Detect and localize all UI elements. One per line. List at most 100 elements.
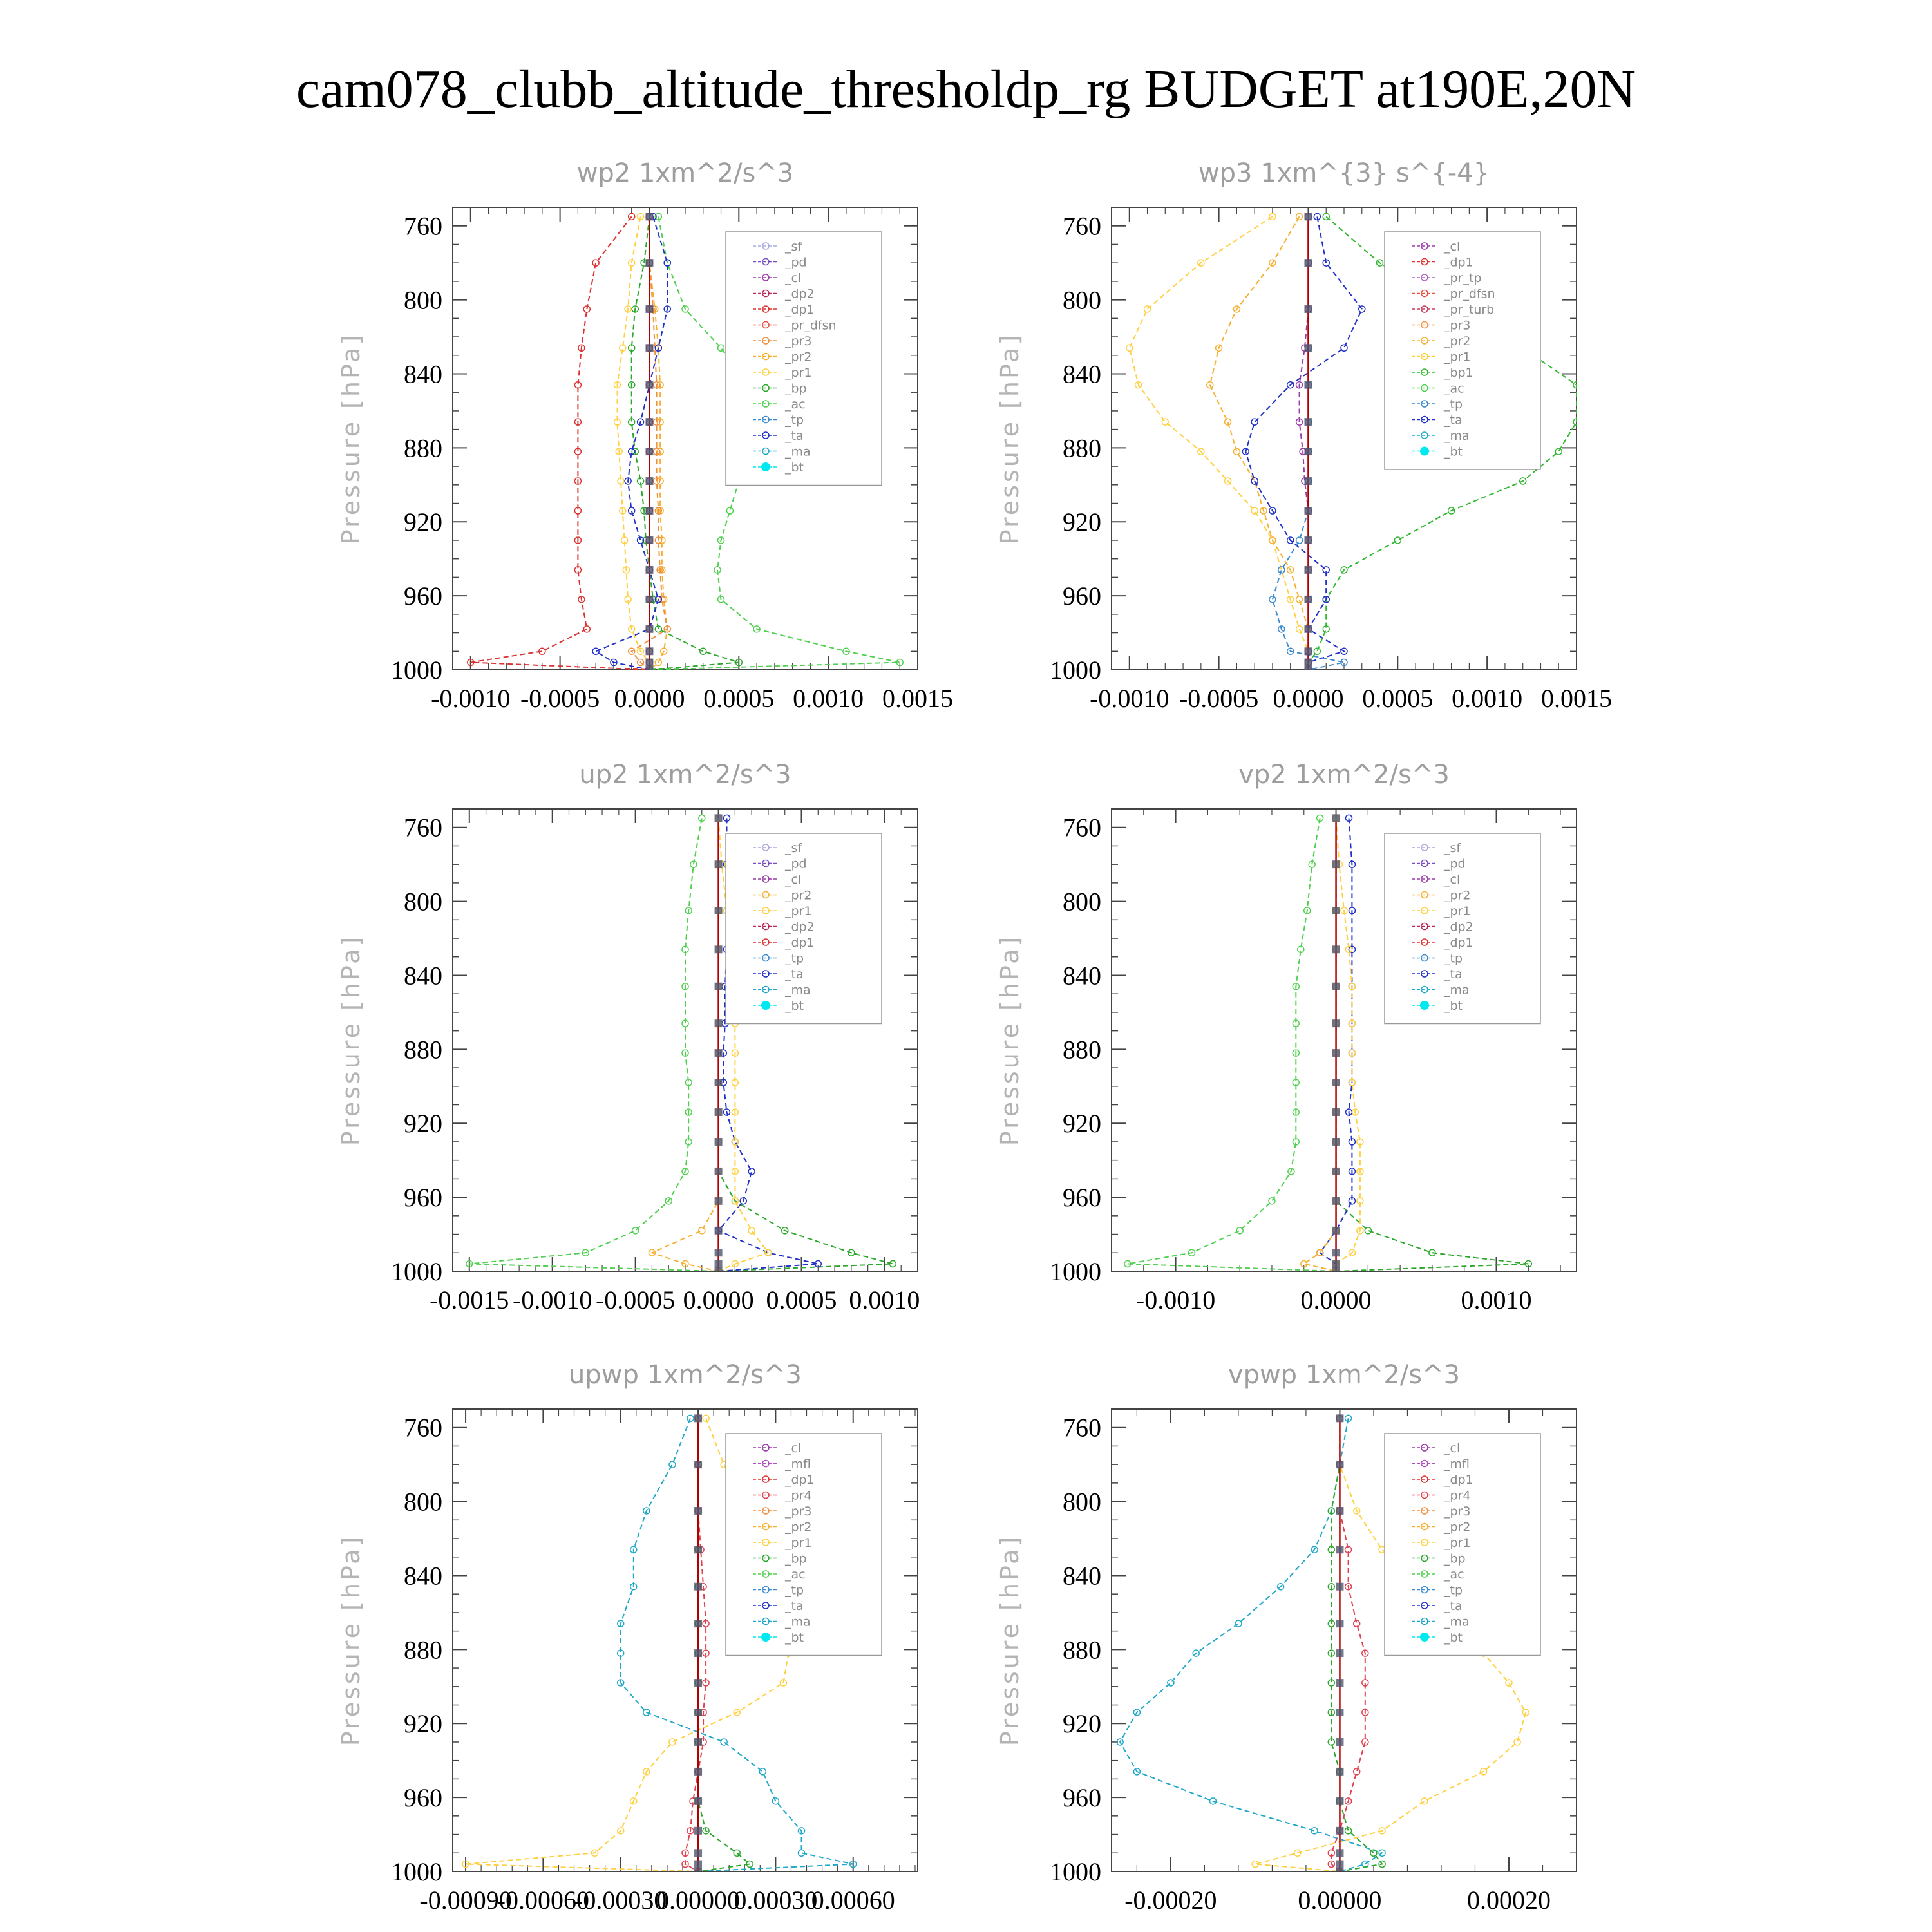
zero-term-marker: [714, 982, 723, 990]
x-tick-label: 0.0010: [1452, 684, 1522, 713]
legend-label-pd: _pd: [784, 256, 807, 270]
zero-term-marker: [1332, 814, 1340, 822]
series-point-dp1: [1292, 982, 1300, 990]
zero-term-marker: [714, 860, 723, 869]
legend-marker: [762, 1617, 770, 1625]
series-point-pr2: [659, 647, 668, 656]
series-point-ta: [1322, 566, 1330, 574]
legend-label-dp1: _dp1: [784, 303, 815, 317]
series-point-dp1: [574, 477, 582, 485]
series-line-bp: [630, 216, 739, 670]
panel-5: vpwp 1xm^2/s^3 Pressure [hPa] 760 800 840 880…: [996, 1360, 1577, 1915]
series-point-tp: [1340, 658, 1348, 667]
series-point-cl: [1295, 418, 1303, 426]
legend-marker: [762, 1554, 770, 1562]
zero-term-marker: [694, 1767, 703, 1776]
y-tick-label: 880: [1063, 1035, 1101, 1064]
legend-label-tp: _tp: [1443, 952, 1463, 966]
series-point-ac: [714, 566, 721, 574]
legend-marker: [762, 1570, 770, 1578]
zero-term-marker: [714, 1049, 723, 1057]
panel-2: up2 1xm^2/s^3 Pressure [hPa] 760 800 840 880 9…: [337, 760, 920, 1314]
series-point-ta: [610, 658, 618, 667]
series-point-pr1: [620, 536, 629, 544]
y-tick-label: 840: [404, 961, 442, 990]
legend-marker: [1421, 431, 1428, 439]
legend-marker: [1420, 1633, 1429, 1642]
legend-marker: [1421, 907, 1428, 914]
series-point-ma: [1378, 1849, 1386, 1857]
legend-marker: [1421, 844, 1428, 851]
zero-term-marker: [714, 1226, 723, 1235]
series-point-pr1: [591, 1849, 599, 1857]
series-point-pr3: [636, 658, 645, 667]
legend-label-bp: _bp: [784, 382, 807, 396]
legend-label-pr2: _pr2: [784, 1520, 811, 1535]
legend-label-dp2: _dp2: [784, 920, 815, 934]
y-tick-label: 920: [1063, 1109, 1101, 1138]
series-point-ac: [717, 596, 725, 603]
panel-title: vpwp 1xm^2/s^3: [1228, 1360, 1460, 1390]
series-point-dp1: [685, 1138, 692, 1146]
series-point-dp1: [685, 1108, 692, 1116]
zero-term-marker: [1304, 595, 1312, 603]
zero-term-marker: [1336, 1414, 1344, 1423]
series-point-pr1: [1356, 1138, 1364, 1146]
y-tick-label: 880: [404, 1635, 442, 1664]
legend-marker: [1421, 400, 1428, 408]
zero-term-marker: [645, 381, 654, 389]
series-point-ta: [1269, 507, 1276, 515]
legend-label-mfl: _mfl: [1443, 1457, 1470, 1472]
series-point-bp: [733, 1849, 741, 1857]
series-point-tp: [1286, 647, 1294, 656]
plot-frame: [452, 1408, 918, 1872]
series-point-ta: [663, 305, 671, 313]
series-point-bp: [746, 1860, 754, 1868]
legend-label-pr_dfsn: _pr_dfsn: [784, 319, 837, 333]
legend-label-ma: _ma: [784, 983, 811, 998]
legend-marker: [762, 431, 770, 439]
zero-term-marker: [1332, 1079, 1340, 1087]
legend-marker: [1421, 415, 1428, 424]
series-point-ta: [636, 418, 645, 426]
series-line-pr1: [1335, 818, 1361, 1271]
panel-1: wp3 1xm^{3} s^{-4} Pressure [hPa] 760 800 84…: [996, 158, 1612, 713]
series-point-pr1: [764, 1249, 772, 1257]
x-tick-label: 0.00060: [811, 1886, 895, 1915]
legend-marker: [761, 1001, 770, 1010]
series-point-pr1: [636, 213, 645, 221]
series-point-pr4: [1327, 1849, 1336, 1857]
series-point-dp1: [681, 1019, 689, 1027]
series-point-pr3: [627, 647, 636, 656]
series-point-pr1: [1505, 1679, 1513, 1687]
zero-term-marker: [1336, 1849, 1344, 1857]
zero-term-marker: [694, 1461, 703, 1469]
series-point-pr1: [613, 381, 621, 389]
series-point-ma: [1311, 1546, 1318, 1554]
zero-term-marker: [1332, 1249, 1340, 1257]
legend-marker: [761, 462, 770, 471]
y-tick-label: 880: [404, 1035, 442, 1064]
x-tick-label: -0.00030: [574, 1886, 667, 1915]
series-line-pr2: [649, 216, 668, 670]
series-point-dp1: [1236, 1227, 1244, 1235]
series-point-dp1: [1297, 945, 1305, 954]
y-tick-label: 800: [1063, 887, 1101, 916]
series-point-pr2: [648, 1249, 656, 1257]
series-point-ta: [814, 1260, 822, 1268]
series-line-pr2: [1209, 216, 1309, 670]
zero-term-marker: [694, 1826, 703, 1835]
legend-marker: [1421, 875, 1428, 883]
x-tick-label: -0.0010: [1136, 1285, 1215, 1314]
zero-term-marker: [1336, 1649, 1344, 1658]
series-point-ma: [630, 1546, 638, 1554]
y-tick-label: 920: [1063, 507, 1101, 536]
series-point-dp1: [1292, 1049, 1300, 1057]
series-line-bp: [1331, 1418, 1383, 1871]
x-tick-label: 0.0000: [1273, 684, 1343, 713]
series-point-dp1: [574, 418, 582, 426]
zero-term-marker: [645, 418, 654, 426]
series-point-dp1: [681, 1049, 689, 1057]
legend-marker: [1421, 1475, 1428, 1483]
legend-label-pd: _pd: [1443, 857, 1466, 871]
